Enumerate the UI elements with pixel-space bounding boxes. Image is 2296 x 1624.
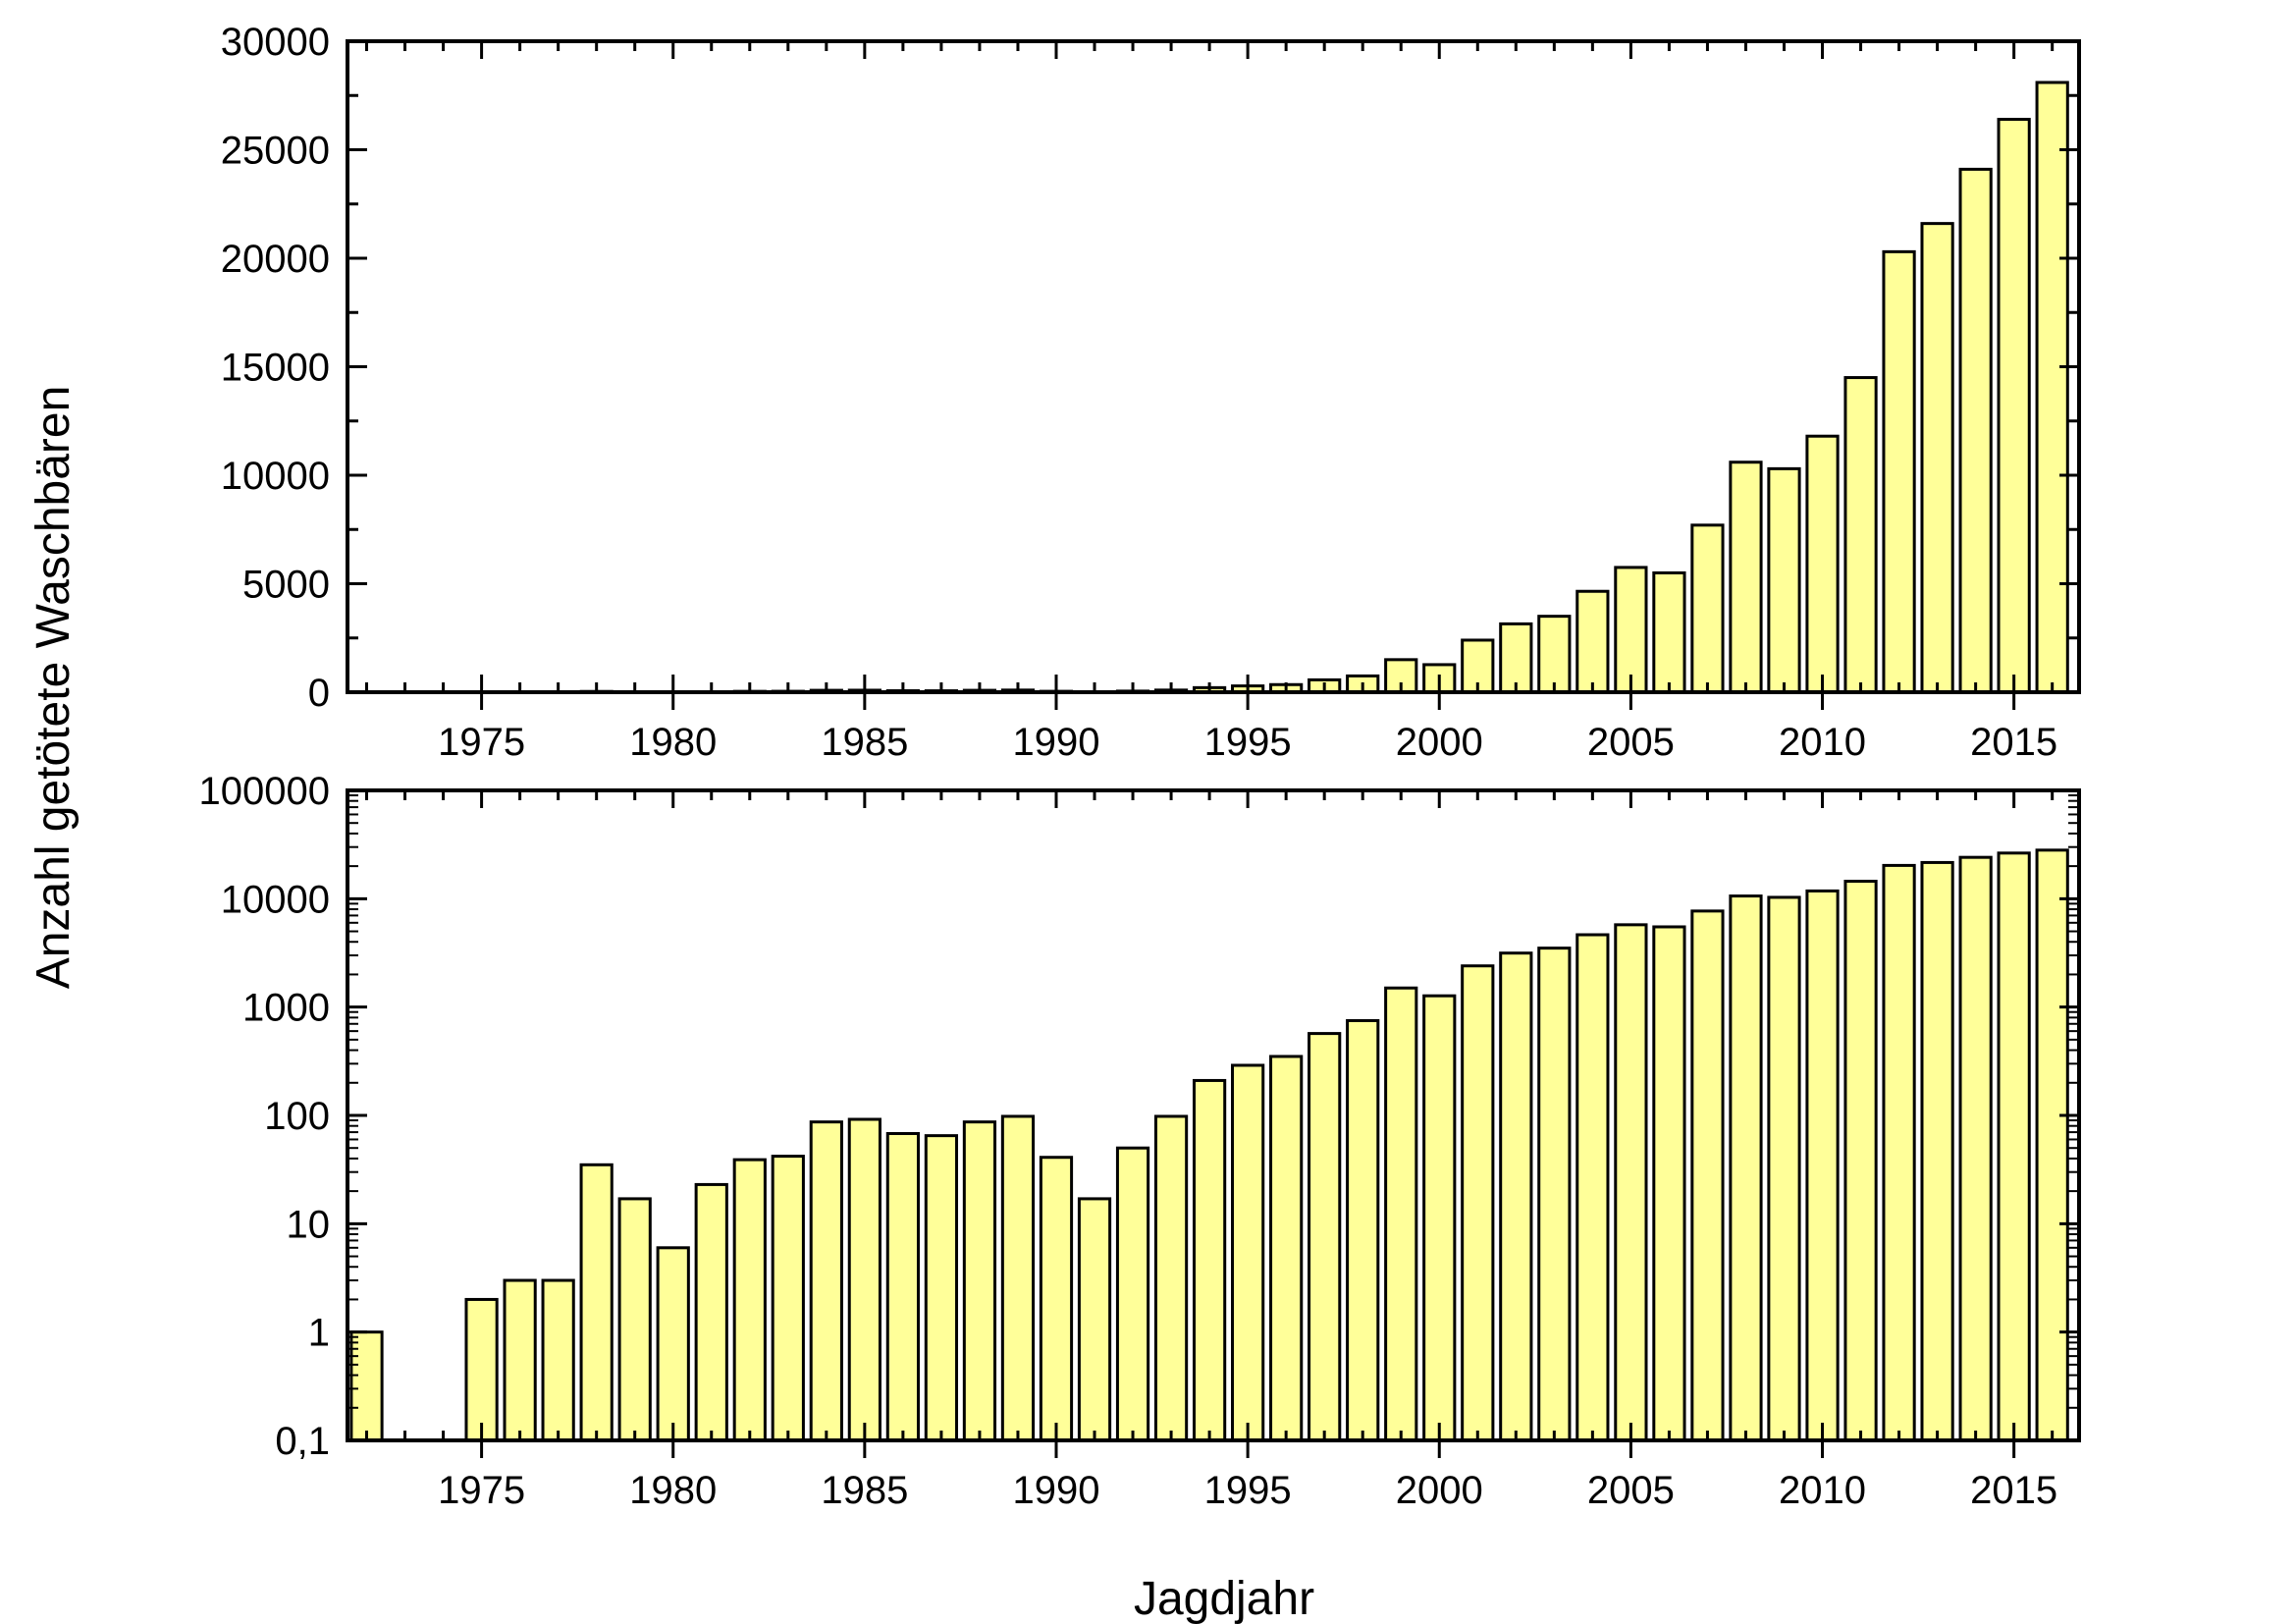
y-tick-label: 1 [308, 1312, 330, 1355]
x-axis-title: Jagdjahr [1134, 1573, 1314, 1624]
y-tick-label: 0 [308, 672, 330, 715]
bar-2011 [1843, 880, 1878, 1442]
x-tick-label: 2000 [1396, 1469, 1483, 1512]
x-tick-label: 1985 [821, 1469, 908, 1512]
bar-2006 [1652, 570, 1686, 694]
bar-2016 [2035, 848, 2069, 1442]
y-tick-label: 30000 [221, 21, 330, 64]
bar-2007 [1690, 909, 1725, 1442]
x-tick-label: 1990 [1012, 1469, 1099, 1512]
bar-2016 [2035, 81, 2069, 694]
x-tick-label: 2005 [1587, 721, 1675, 764]
x-tick-label: 2005 [1587, 1469, 1675, 1512]
bar-1975 [464, 1297, 499, 1442]
y-tick-label: 100 [264, 1095, 330, 1138]
bar-1987 [924, 1134, 959, 1442]
bar-1982 [732, 1158, 767, 1442]
bar-1977 [541, 1278, 575, 1442]
bar-2012 [1882, 249, 1916, 694]
bar-2004 [1575, 589, 1610, 694]
bar-1995 [1231, 1063, 1265, 1442]
bar-1989 [1000, 1114, 1036, 1442]
bar-1998 [1346, 1018, 1380, 1442]
bottom-panel-log: 1975 1980 1985 1990 1995 2000 2005 2010 2015 0,1 1… [199, 770, 2081, 1512]
x-tick-label: 1980 [629, 1469, 717, 1512]
bar-1980 [656, 1246, 690, 1442]
bar-2014 [1958, 167, 1993, 694]
x-tick-label: 2010 [1779, 1469, 1866, 1512]
x-tick-label: 1980 [629, 721, 717, 764]
bar-1997 [1308, 1032, 1342, 1442]
bar-1985 [847, 1117, 881, 1442]
bar-2013 [1920, 860, 1954, 1442]
bar-2010 [1805, 434, 1840, 694]
bar-1992 [1115, 1146, 1150, 1442]
bar-2004 [1575, 933, 1610, 1442]
bar-1981 [694, 1182, 728, 1442]
x-tick-label: 2015 [1970, 721, 2057, 764]
bar-2003 [1537, 615, 1572, 694]
bar-2012 [1882, 863, 1916, 1442]
x-tick-label: 2000 [1396, 721, 1483, 764]
top-panel-linear: 1975 1980 1985 1990 1995 2000 2005 2010 2015 0 500… [221, 21, 2081, 764]
x-tick-label: 1975 [438, 1469, 525, 1512]
bar-2015 [1997, 851, 2031, 1442]
x-tick-label: 1995 [1204, 721, 1292, 764]
bar-2010 [1805, 889, 1840, 1442]
bar-2002 [1499, 951, 1533, 1442]
y-axis-title: Anzahl getötete Waschbären [27, 386, 80, 990]
x-tick-label: 1985 [821, 721, 908, 764]
bar-1978 [579, 1163, 614, 1442]
bar-2007 [1690, 523, 1725, 694]
bar-2011 [1843, 376, 1878, 694]
y-tick-label: 5000 [242, 564, 330, 607]
bar-2000 [1422, 994, 1457, 1442]
y-tick-label: 10000 [221, 455, 330, 498]
bar-1984 [809, 1120, 843, 1442]
bar-2009 [1767, 466, 1801, 694]
bar-2014 [1958, 855, 1993, 1442]
bar-1991 [1077, 1197, 1112, 1442]
bar-2015 [1997, 118, 2031, 694]
bar-1979 [617, 1197, 652, 1442]
bar-1990 [1039, 1156, 1074, 1442]
y-tick-label: 10000 [221, 878, 330, 921]
bar-2009 [1767, 895, 1801, 1442]
y-tick-label: 0,1 [275, 1420, 330, 1463]
y-tick-label: 100000 [199, 770, 330, 813]
bar-2008 [1729, 894, 1763, 1442]
bar-1986 [885, 1131, 920, 1442]
bar-1976 [503, 1278, 537, 1442]
bar-2006 [1652, 925, 1686, 1442]
bar-1993 [1153, 1114, 1189, 1442]
bar-1994 [1192, 1078, 1227, 1442]
bar-2001 [1461, 964, 1495, 1442]
x-tick-label: 1990 [1012, 721, 1099, 764]
y-tick-label: 1000 [242, 987, 330, 1030]
bar-2005 [1614, 923, 1648, 1442]
bar-2008 [1729, 460, 1763, 694]
bar-2003 [1537, 947, 1572, 1442]
x-tick-label: 1995 [1204, 1469, 1292, 1512]
y-tick-label: 10 [287, 1203, 331, 1246]
bar-2013 [1920, 222, 1954, 694]
y-tick-label: 20000 [221, 238, 330, 281]
bar-1996 [1269, 1055, 1304, 1442]
bar-1983 [771, 1155, 805, 1442]
bar-2005 [1614, 566, 1648, 694]
y-tick-label: 25000 [221, 130, 330, 173]
bar-1999 [1384, 986, 1418, 1442]
x-tick-label: 2015 [1970, 1469, 2057, 1512]
y-tick-label: 15000 [221, 347, 330, 390]
bar-2002 [1499, 622, 1533, 694]
bar-1988 [962, 1120, 997, 1442]
x-tick-label: 2010 [1779, 721, 1866, 764]
x-tick-label: 1975 [438, 721, 525, 764]
